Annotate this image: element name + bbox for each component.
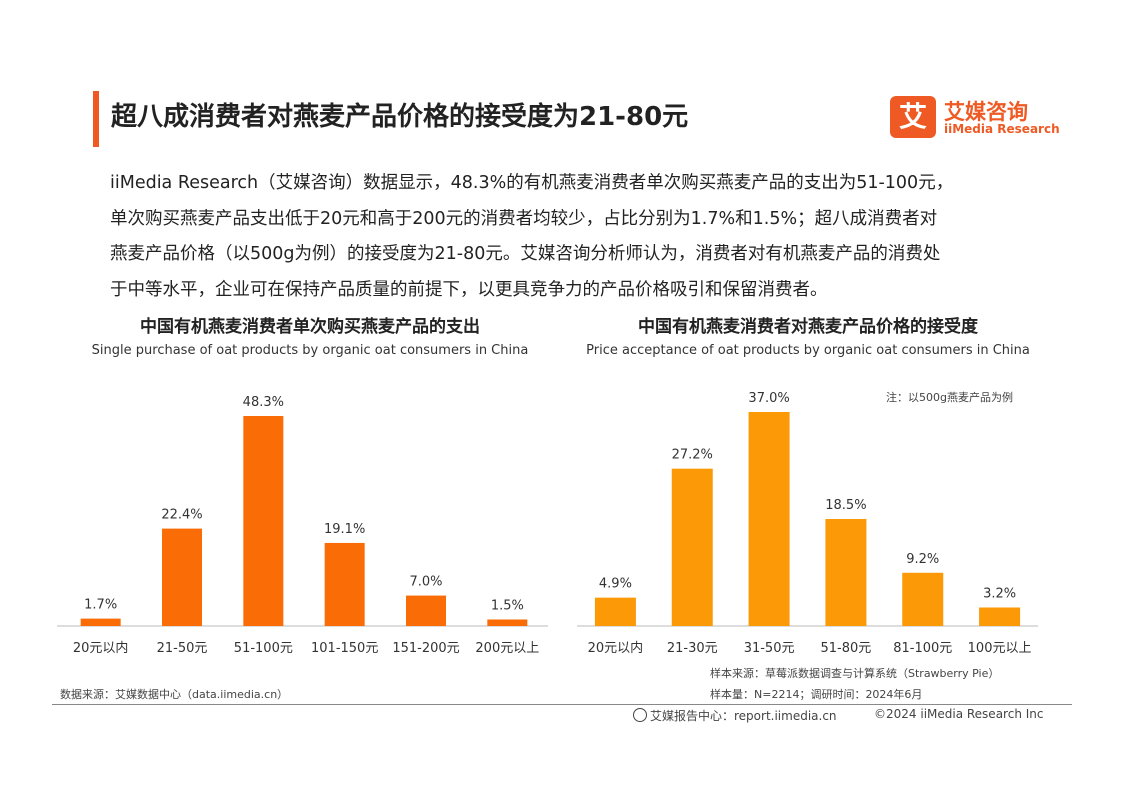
chart-2-category-label: 81-100元: [893, 641, 952, 656]
summary-line: 单次购买燕麦产品支出低于20元和高于200元的消费者均较少，占比分别为1.7%和…: [110, 208, 938, 229]
logo-mark: 艾: [890, 96, 936, 138]
chart-2-value-label: 3.2%: [983, 586, 1016, 601]
summary-line: 燕麦产品价格（以500g为例）的接受度为21-80元。艾媒咨询分析师认为，消费者…: [110, 244, 941, 264]
chart-1-value-label: 48.3%: [243, 395, 284, 410]
chart-2-category-label: 51-80元: [821, 641, 872, 656]
chart-1-category-label: 151-200元: [392, 641, 459, 656]
chart-2-value-label: 4.9%: [599, 577, 632, 592]
chart-2-subtitle: Price acceptance of oat products by orga…: [586, 343, 1030, 358]
chart-2-bar: [671, 468, 713, 626]
globe-icon: [633, 708, 647, 722]
chart-1-title: 中国有机燕麦消费者单次购买燕麦产品的支出: [140, 317, 480, 337]
chart-1-category-label: 51-100元: [234, 641, 293, 656]
logo-cn-text: 艾媒咨询: [944, 100, 1028, 124]
footer-report-center: 艾媒报告中心：report.iimedia.cn: [633, 707, 837, 724]
chart-2-category-label: 100元以上: [968, 641, 1032, 656]
chart-1-bars: 1.7% 20元以内 22.4% 21-50元 48.3% 51-100元 19.1% 101…: [57, 395, 548, 656]
chart-2-category-label: 21-30元: [667, 641, 718, 656]
chart-2-bar: [748, 412, 790, 626]
sample-source: 样本来源：草莓派数据调查与计算系统（Strawberry Pie）: [710, 667, 1000, 680]
chart-2-note: 注：以500g燕麦产品为例: [886, 391, 1013, 404]
chart-2-bar: [825, 519, 867, 626]
chart-2-value-label: 18.5%: [825, 498, 866, 513]
chart-1-category-label: 21-50元: [157, 641, 208, 656]
footer-divider: [52, 704, 1072, 705]
chart-1-bar: [162, 528, 202, 626]
summary-line: 于中等水平，企业可在保持产品质量的前提下，以更具竞争力的产品价格吸引和保留消费者…: [110, 279, 828, 300]
chart-2-category-label: 31-50元: [744, 641, 795, 656]
footer-report-link[interactable]: 艾媒报告中心：report.iimedia.cn: [650, 709, 837, 723]
chart-2-value-label: 9.2%: [906, 552, 939, 567]
page-title: 超八成消费者对燕麦产品价格的接受度为21-80元: [111, 102, 689, 132]
chart-1-value-label: 7.0%: [409, 575, 442, 590]
chart-1-bar: [243, 416, 284, 626]
chart-2-bar: [594, 597, 636, 626]
chart-1-subtitle: Single purchase of oat products by organ…: [91, 343, 529, 358]
data-source: 数据来源：艾媒数据中心（data.iimedia.cn）: [60, 688, 289, 701]
chart-1-bar: [324, 542, 365, 626]
chart-1-category-label: 200元以上: [475, 641, 539, 656]
sample-size: 样本量：N=2214；调研时间：2024年6月: [710, 688, 923, 701]
chart-2-value-label: 37.0%: [748, 391, 789, 406]
chart-2-bar: [979, 607, 1021, 626]
chart-1-category-label: 101-150元: [311, 641, 378, 656]
chart-2-title: 中国有机燕麦消费者对燕麦产品价格的接受度: [638, 317, 978, 337]
iimedia-logo: 艾 艾媒咨询 iiMedia Research: [890, 94, 1060, 142]
footer-copyright: ©2024 iiMedia Research Inc: [874, 707, 1044, 721]
chart-2-bars: 4.9% 20元以内 27.2% 21-30元 37.0% 31-50元 18.5% 51-8…: [577, 391, 1038, 656]
title-accent-bar: [93, 91, 99, 147]
chart-1-value-label: 22.4%: [161, 508, 202, 523]
chart-1-value-label: 1.7%: [84, 598, 117, 613]
summary-line: iiMedia Research（艾媒咨询）数据显示，48.3%的有机燕麦消费者…: [110, 173, 954, 193]
chart-2-bar: [902, 572, 944, 626]
chart-1-value-label: 1.5%: [491, 598, 524, 613]
chart-1-bar: [80, 618, 121, 626]
summary-paragraph: iiMedia Research（艾媒咨询）数据显示，48.3%的有机燕麦消费者…: [110, 166, 1040, 308]
chart-2-category-label: 20元以内: [588, 640, 644, 656]
chart-1-bar: [406, 595, 446, 626]
chart-1-value-label: 19.1%: [324, 522, 365, 537]
chart-1-category-label: 20元以内: [73, 640, 129, 656]
chart-2-value-label: 27.2%: [672, 448, 713, 463]
chart-1-bar: [487, 619, 528, 626]
logo-en-text: iiMedia Research: [944, 122, 1060, 136]
